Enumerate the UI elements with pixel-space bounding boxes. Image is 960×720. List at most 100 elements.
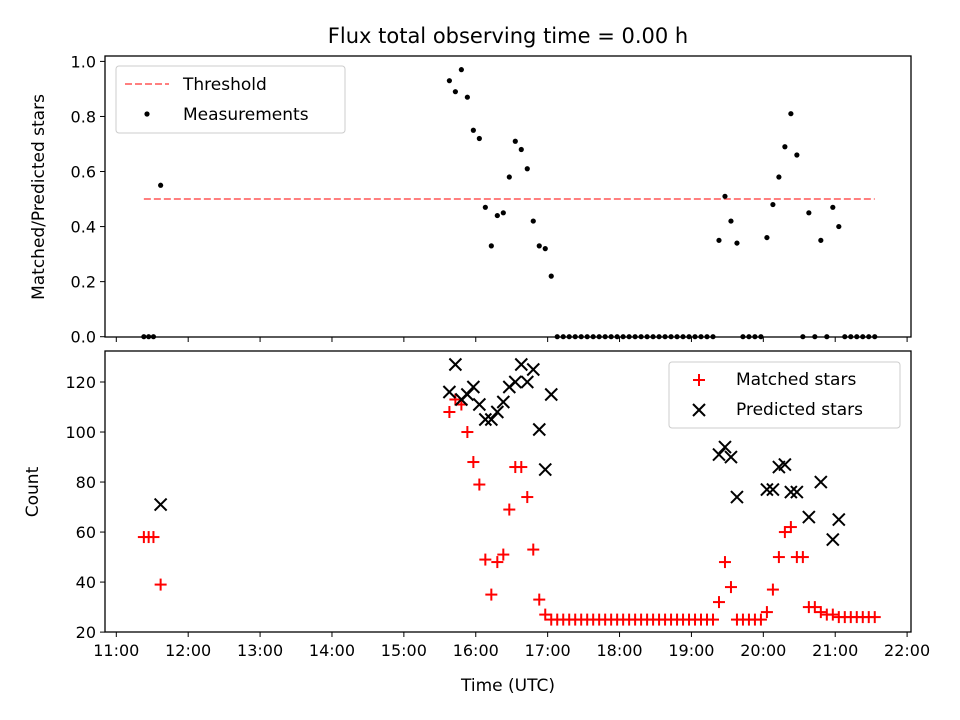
bottom-panel: 11:00 12:00 13:00 14:00 15:00 16:00 17:00 18:00…: [23, 350, 930, 696]
predicted-star-point: [802, 510, 816, 524]
measurement-point: [770, 201, 776, 208]
top-y-tick-label: 0.2: [71, 273, 96, 292]
predicted-star-stroke-b: [538, 462, 552, 477]
predicted-star-point: [490, 405, 505, 419]
measurement-point: [788, 111, 794, 117]
x-tick-label: 16:00: [453, 641, 499, 660]
measurement-point: [776, 174, 782, 180]
measurement-point: [794, 152, 800, 158]
measurement-point: [806, 210, 812, 216]
matched-star-point: [491, 556, 504, 569]
predicted-star-point: [826, 532, 840, 547]
predicted-star-stroke-b: [784, 485, 798, 499]
predicted-star-stroke-b: [442, 385, 457, 399]
predicted-star-stroke-b: [724, 450, 738, 464]
predicted-star-point: [472, 397, 487, 412]
x-tick-label: 13:00: [237, 641, 283, 660]
predicted-star-point: [538, 462, 552, 477]
predicted-star-point: [814, 475, 828, 489]
bottom-y-axis-label: Count: [23, 466, 43, 517]
x-tick-label: 11:00: [93, 641, 139, 660]
measurement-point: [524, 166, 530, 172]
predicted-star-stroke-b: [826, 532, 840, 547]
measurement-point: [500, 210, 506, 216]
predicted-star-stroke-b: [484, 412, 499, 427]
predicted-star-point: [760, 482, 774, 497]
matched-star-point: [760, 606, 773, 619]
predicted-star-point: [478, 412, 493, 427]
predicted-star-point: [778, 457, 792, 472]
predicted-star-point: [832, 512, 846, 527]
predicted-star-stroke-b: [466, 380, 481, 394]
top-y-tick-label: 0.4: [71, 218, 96, 237]
predicted-stars-legend-label: Predicted stars: [736, 400, 863, 420]
matched-star-point: [808, 601, 821, 614]
predicted-star-stroke-b: [448, 357, 463, 372]
predicted-star-point: [508, 375, 523, 389]
predicted-star-point: [724, 450, 738, 464]
matched-star-point: [784, 521, 797, 534]
x-tick-label: 21:00: [812, 641, 858, 660]
predicted-star-point: [460, 387, 475, 402]
matched-star-point: [772, 551, 785, 564]
matched-star-point: [503, 503, 516, 516]
matched-stars-points: [137, 393, 881, 626]
measurement-point: [518, 146, 524, 153]
matched-star-point: [467, 456, 480, 469]
predicted-star-point: [153, 497, 168, 512]
matched-star-point: [712, 596, 725, 609]
predicted-star-stroke-b: [514, 357, 528, 372]
predicted-star-stroke-b: [832, 512, 846, 527]
predicted-star-stroke-b: [472, 397, 487, 412]
predicted-star-point: [526, 362, 540, 377]
measurement-point: [452, 89, 458, 95]
matched-star-point: [778, 526, 791, 539]
measurements-legend-swatch: [144, 111, 150, 117]
x-tick-label: 12:00: [165, 641, 211, 660]
measurement-point: [506, 174, 512, 180]
predicted-star-stroke-b: [778, 457, 792, 472]
top-y-tick-label: 1.0: [71, 52, 96, 71]
bottom-y-tick-label: 20: [76, 623, 96, 642]
predicted-star-stroke-b: [760, 482, 774, 497]
predicted-star-stroke-b: [478, 412, 493, 427]
x-tick-label: 14:00: [309, 641, 355, 660]
matched-star-point: [147, 531, 160, 544]
x-tick-label: 18:00: [596, 641, 642, 660]
measurement-point: [536, 243, 542, 249]
matched-star-point: [479, 553, 492, 566]
measurements-legend-label: Measurements: [183, 105, 309, 125]
predicted-stars-points: [153, 357, 846, 547]
bottom-y-tick-label: 100: [65, 423, 96, 442]
bottom-axis-ticks: 11:00 12:00 13:00 14:00 15:00 16:00 17:00 18:00…: [65, 373, 930, 660]
matched-star-point: [443, 406, 456, 419]
x-tick-label: 15:00: [381, 641, 427, 660]
predicted-star-stroke-b: [544, 387, 558, 402]
predicted-star-point: [712, 447, 726, 462]
predicted-star-stroke-b: [460, 387, 475, 402]
predicted-star-stroke-b: [712, 447, 726, 462]
bottom-y-tick-label: 120: [65, 373, 96, 392]
predicted-star-point: [448, 357, 463, 372]
matched-star-point: [724, 581, 737, 594]
measurement-point: [476, 135, 482, 142]
predicted-star-point: [784, 485, 798, 499]
measurement-point: [734, 240, 740, 246]
predicted-star-stroke-b: [790, 485, 804, 499]
top-legend: Threshold Measurements: [115, 65, 346, 134]
predicted-star-stroke-b: [526, 362, 540, 377]
predicted-star-stroke-b: [718, 440, 732, 454]
top-panel: 0.0 0.2 0.4 0.6 0.8 1.0 Matched/Predicted sta…: [29, 52, 912, 347]
matched-stars-legend-label: Matched stars: [736, 370, 856, 390]
predicted-star-point: [496, 395, 511, 409]
top-y-tick-label: 0.8: [71, 107, 96, 126]
predicted-star-stroke-b: [532, 422, 546, 437]
x-tick-label: 17:00: [525, 641, 571, 660]
matched-star-point: [539, 608, 552, 621]
predicted-star-stroke-b: [520, 375, 534, 389]
x-tick-label: 20:00: [740, 641, 786, 660]
matched-star-point: [515, 461, 528, 474]
matched-star-point: [473, 478, 486, 491]
bottom-legend-box: [668, 361, 901, 429]
predicted-star-stroke-b: [496, 395, 511, 409]
